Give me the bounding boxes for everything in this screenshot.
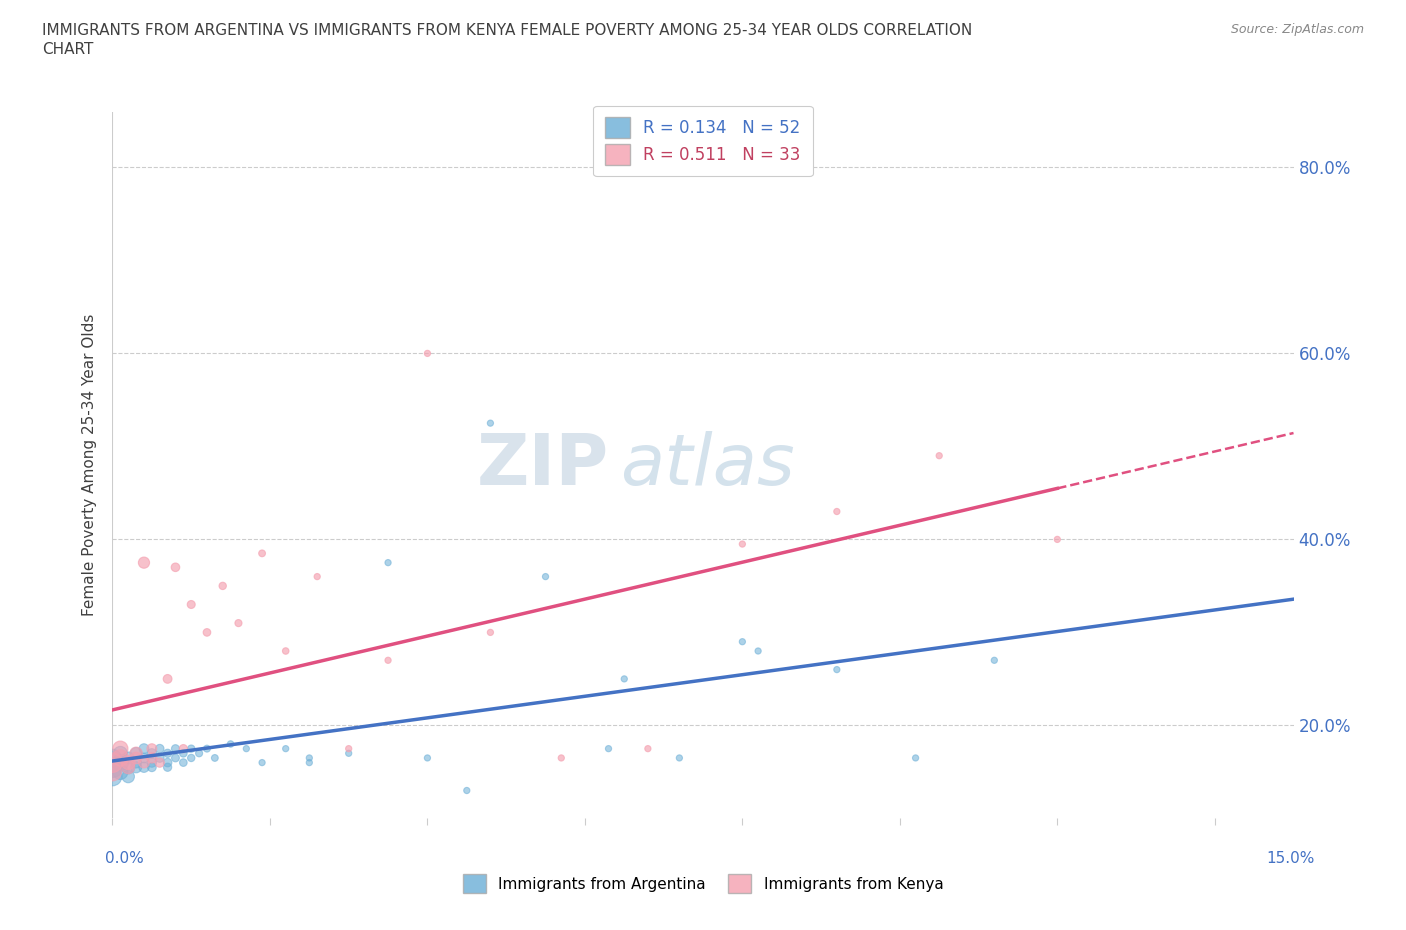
Point bbox=[613, 671, 636, 686]
Text: atlas: atlas bbox=[620, 431, 794, 499]
Text: ZIP: ZIP bbox=[477, 431, 609, 499]
Point bbox=[110, 755, 132, 770]
Text: IMMIGRANTS FROM ARGENTINA VS IMMIGRANTS FROM KENYA FEMALE POVERTY AMONG 25-34 YE: IMMIGRANTS FROM ARGENTINA VS IMMIGRANTS … bbox=[42, 23, 973, 38]
Point bbox=[117, 755, 139, 770]
Legend: Immigrants from Argentina, Immigrants from Kenya: Immigrants from Argentina, Immigrants fr… bbox=[457, 869, 949, 899]
Point bbox=[101, 751, 124, 765]
Point bbox=[534, 569, 557, 584]
Point bbox=[141, 760, 163, 775]
Point bbox=[117, 760, 139, 775]
Point bbox=[298, 751, 321, 765]
Point bbox=[274, 644, 297, 658]
Point bbox=[117, 769, 139, 784]
Point bbox=[904, 751, 927, 765]
Text: CHART: CHART bbox=[42, 42, 94, 57]
Point bbox=[117, 751, 139, 765]
Point bbox=[125, 751, 148, 765]
Point bbox=[211, 578, 233, 593]
Point bbox=[195, 625, 218, 640]
Point bbox=[479, 416, 502, 431]
Point bbox=[156, 760, 179, 775]
Point bbox=[165, 560, 187, 575]
Point bbox=[825, 504, 848, 519]
Point bbox=[180, 741, 202, 756]
Point bbox=[132, 755, 155, 770]
Point bbox=[250, 755, 273, 770]
Point bbox=[983, 653, 1005, 668]
Point bbox=[235, 741, 257, 756]
Point bbox=[172, 755, 194, 770]
Point bbox=[928, 448, 950, 463]
Point bbox=[141, 746, 163, 761]
Point bbox=[307, 569, 329, 584]
Point bbox=[101, 769, 124, 784]
Point bbox=[416, 346, 439, 361]
Point bbox=[125, 746, 148, 761]
Point bbox=[132, 751, 155, 765]
Text: Source: ZipAtlas.com: Source: ZipAtlas.com bbox=[1230, 23, 1364, 36]
Point bbox=[172, 746, 194, 761]
Point bbox=[731, 634, 754, 649]
Point bbox=[149, 751, 172, 765]
Point bbox=[298, 755, 321, 770]
Point bbox=[110, 751, 132, 765]
Point bbox=[165, 751, 187, 765]
Text: 15.0%: 15.0% bbox=[1267, 851, 1315, 866]
Point bbox=[117, 760, 139, 775]
Point bbox=[101, 755, 124, 770]
Point bbox=[731, 537, 754, 551]
Point bbox=[377, 653, 399, 668]
Point bbox=[132, 741, 155, 756]
Point bbox=[337, 746, 360, 761]
Point bbox=[479, 625, 502, 640]
Legend: R = 0.134   N = 52, R = 0.511   N = 33: R = 0.134 N = 52, R = 0.511 N = 33 bbox=[593, 106, 813, 177]
Point bbox=[141, 755, 163, 770]
Point bbox=[125, 746, 148, 761]
Point bbox=[132, 555, 155, 570]
Point bbox=[110, 741, 132, 756]
Point bbox=[156, 746, 179, 761]
Point bbox=[101, 764, 124, 779]
Point bbox=[110, 746, 132, 761]
Point bbox=[156, 755, 179, 770]
Point bbox=[156, 671, 179, 686]
Point bbox=[141, 741, 163, 756]
Point bbox=[204, 751, 226, 765]
Point bbox=[550, 751, 572, 765]
Point bbox=[101, 760, 124, 775]
Point bbox=[141, 751, 163, 765]
Point bbox=[132, 760, 155, 775]
Point bbox=[188, 746, 211, 761]
Point bbox=[250, 546, 273, 561]
Point bbox=[172, 741, 194, 756]
Point bbox=[377, 555, 399, 570]
Point bbox=[149, 755, 172, 770]
Point bbox=[180, 751, 202, 765]
Point bbox=[165, 741, 187, 756]
Point bbox=[219, 737, 242, 751]
Point bbox=[825, 662, 848, 677]
Point bbox=[1046, 532, 1069, 547]
Point bbox=[456, 783, 478, 798]
Point bbox=[747, 644, 769, 658]
Point bbox=[149, 741, 172, 756]
Point bbox=[228, 616, 250, 631]
Point bbox=[337, 741, 360, 756]
Point bbox=[668, 751, 690, 765]
Point bbox=[274, 741, 297, 756]
Point bbox=[180, 597, 202, 612]
Point bbox=[598, 741, 620, 756]
Point bbox=[110, 764, 132, 779]
Point bbox=[125, 755, 148, 770]
Y-axis label: Female Poverty Among 25-34 Year Olds: Female Poverty Among 25-34 Year Olds bbox=[82, 313, 97, 617]
Point bbox=[125, 760, 148, 775]
Point bbox=[637, 741, 659, 756]
Point bbox=[195, 741, 218, 756]
Text: 0.0%: 0.0% bbox=[105, 851, 145, 866]
Point bbox=[416, 751, 439, 765]
